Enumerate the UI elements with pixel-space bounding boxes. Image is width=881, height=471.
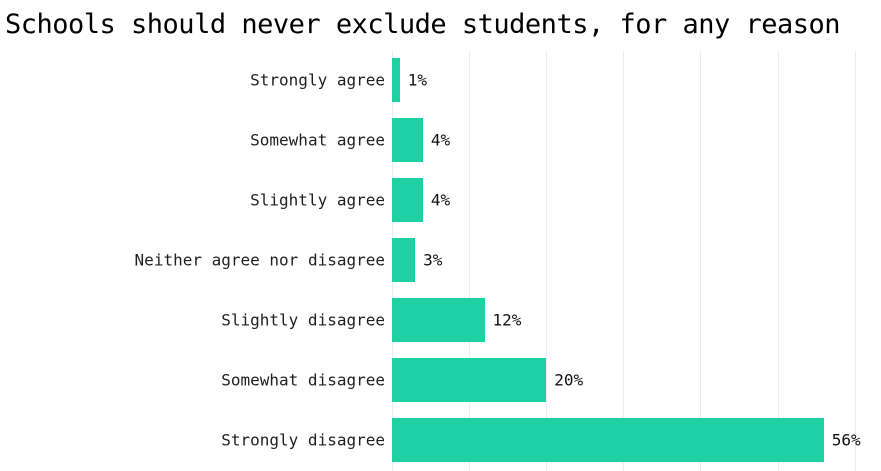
bar-row: Slightly agree 4%	[0, 170, 881, 230]
bar	[392, 298, 485, 342]
gridline	[546, 51, 548, 471]
bar	[392, 178, 423, 222]
category-label: Strongly disagree	[221, 430, 385, 450]
bar-row: Slightly disagree 12%	[0, 290, 881, 350]
gridline	[777, 51, 779, 471]
value-label: 56%	[831, 430, 861, 450]
plot-area: Strongly agree 1% Somewhat agree 4% Slightly…	[0, 51, 881, 471]
bar	[392, 418, 824, 462]
bar-row: Strongly agree 1%	[0, 50, 881, 110]
category-label: Somewhat agree	[250, 130, 385, 150]
category-label: Slightly disagree	[221, 310, 385, 330]
gridline	[700, 51, 702, 471]
value-label: 12%	[492, 310, 522, 330]
gridline	[469, 51, 471, 471]
bar-row: Somewhat agree 4%	[0, 110, 881, 170]
value-label: 4%	[430, 190, 451, 210]
bar	[392, 58, 400, 102]
category-label: Neither agree nor disagree	[134, 250, 385, 270]
category-label: Slightly agree	[250, 190, 385, 210]
gridline	[854, 51, 856, 471]
bar	[392, 238, 416, 282]
bar	[392, 118, 423, 162]
value-label: 20%	[554, 370, 584, 390]
gridline	[623, 51, 625, 471]
bar-row: Strongly disagree 56%	[0, 410, 881, 470]
value-label: 3%	[423, 250, 443, 270]
category-label: Strongly agree	[250, 70, 385, 90]
value-label: 1%	[407, 70, 427, 90]
bar-row: Somewhat disagree 20%	[0, 350, 881, 410]
chart-title: Schools should never exclude students, f…	[5, 9, 841, 40]
value-label: 4%	[430, 130, 451, 150]
category-label: Somewhat disagree	[221, 370, 385, 390]
bar-row: Neither agree nor disagree 3%	[0, 230, 881, 290]
bar	[392, 358, 547, 402]
